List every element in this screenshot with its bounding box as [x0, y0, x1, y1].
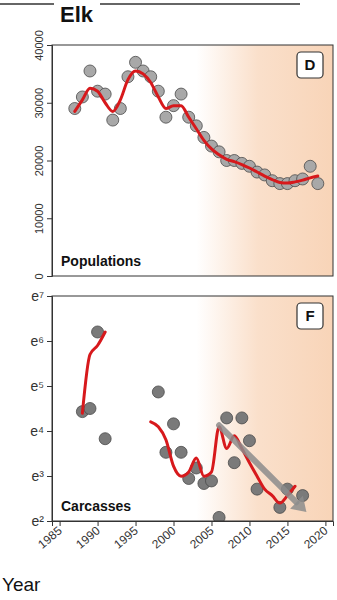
tick-mark: [287, 521, 288, 526]
panel-label: D: [305, 56, 316, 73]
x-tick-label: 2015: [263, 523, 293, 551]
tick-mark: [47, 161, 52, 162]
trend-line: [82, 332, 295, 503]
data-point: [84, 65, 96, 77]
data-point: [175, 446, 187, 458]
y-tick-label: e²: [32, 513, 45, 529]
y-tick: e³: [32, 468, 52, 484]
y-tick-label: 10000: [33, 203, 45, 234]
data-point: [160, 111, 172, 123]
tick-mark: [47, 431, 52, 432]
y-tick: 40000: [33, 30, 52, 61]
x-tick: 2005: [187, 521, 217, 551]
x-tick: 2020: [301, 521, 331, 551]
x-tick-label: 2020: [301, 523, 331, 551]
tick-mark: [174, 521, 175, 526]
tick-mark: [47, 296, 52, 297]
tick-mark: [47, 386, 52, 387]
tick-mark: [47, 218, 52, 219]
y-axis: 0 10000 20000 30000 40000: [33, 30, 53, 279]
tick-mark: [98, 521, 99, 526]
x-tick: 2015: [263, 521, 293, 551]
tick-mark: [47, 521, 52, 522]
x-axis-title: Year: [2, 574, 41, 595]
data-point: [236, 412, 248, 424]
data-point: [175, 88, 187, 100]
trend-line: [75, 71, 318, 183]
x-tick-label: 2005: [187, 523, 217, 551]
header-rule: [0, 3, 54, 5]
data-point: [304, 160, 316, 172]
y-tick-label: 0: [33, 273, 45, 279]
y-tick-label: 30000: [33, 88, 45, 119]
figure: 0 10000 20000 30000 40000 Elk D Populations e² e³…: [0, 0, 337, 600]
tick-mark: [47, 276, 52, 277]
plot-frame: [52, 296, 333, 521]
data-point: [99, 433, 111, 445]
x-tick: 2010: [225, 521, 255, 551]
tick-mark: [249, 521, 250, 526]
y-tick: 10000: [33, 203, 52, 234]
y-tick-label: e⁵: [30, 378, 44, 394]
y-tick: e⁷: [31, 288, 52, 304]
y-tick: e⁴: [30, 423, 52, 439]
y-tick: e⁵: [30, 378, 52, 394]
x-tick-label: 1985: [35, 523, 65, 551]
plot-area: [69, 45, 333, 276]
data-point: [243, 435, 255, 447]
plot-frame: [52, 45, 333, 276]
tick-mark: [47, 45, 52, 46]
panel-label-box: [297, 303, 323, 329]
y-tick-label: 20000: [33, 146, 45, 177]
data-point: [228, 457, 240, 469]
y-axis: e² e³ e⁴ e⁵ e⁶ e⁷: [30, 288, 52, 529]
panel-label: F: [305, 307, 314, 324]
data-point: [84, 403, 96, 415]
x-tick: 1990: [73, 521, 103, 551]
y-tick-label: e⁶: [30, 333, 44, 349]
trend-arrow: [219, 425, 296, 502]
y-tick: 30000: [33, 88, 52, 119]
data-point: [221, 412, 233, 424]
x-axis: 1985 1990 1995 2000 2005 2010 2015 2020: [35, 521, 333, 551]
header-rule: [100, 3, 300, 5]
x-tick: 1995: [111, 521, 141, 551]
x-tick: 1985: [35, 521, 65, 551]
tick-mark: [47, 103, 52, 104]
tick-mark: [211, 521, 212, 526]
data-point: [312, 178, 324, 190]
x-tick: 2000: [149, 521, 179, 551]
y-tick-label: e⁷: [31, 288, 44, 304]
data-point: [168, 418, 180, 430]
panel-annotation: Carcasses: [61, 498, 131, 514]
y-tick-label: 40000: [33, 30, 45, 61]
data-point: [152, 386, 164, 398]
panel-annotation: Populations: [61, 253, 141, 269]
highlight-band: [196, 45, 333, 276]
x-tick-label: 1995: [111, 523, 141, 551]
x-tick-label: 2000: [149, 523, 179, 551]
y-tick-label: e⁴: [30, 423, 44, 439]
x-tick-label: 1990: [73, 523, 103, 551]
panel-label-box: [297, 52, 323, 78]
x-tick-label: 2010: [225, 523, 255, 551]
axis-line: [47, 297, 53, 522]
arrow-head: [290, 496, 306, 512]
plot-area: [76, 296, 333, 521]
chart-title: Elk: [60, 2, 94, 27]
y-tick: 0: [33, 273, 52, 279]
y-tick-label: e³: [32, 468, 45, 484]
y-tick: e⁶: [30, 333, 52, 349]
tick-mark: [325, 521, 326, 526]
tick-mark: [47, 476, 52, 477]
y-tick: 20000: [33, 146, 52, 177]
data-point: [107, 114, 119, 126]
data-point: [213, 511, 225, 521]
axis-line: [47, 46, 53, 277]
tick-mark: [47, 341, 52, 342]
tick-mark: [136, 521, 137, 526]
tick-mark: [60, 521, 61, 526]
y-tick: e²: [32, 513, 52, 529]
